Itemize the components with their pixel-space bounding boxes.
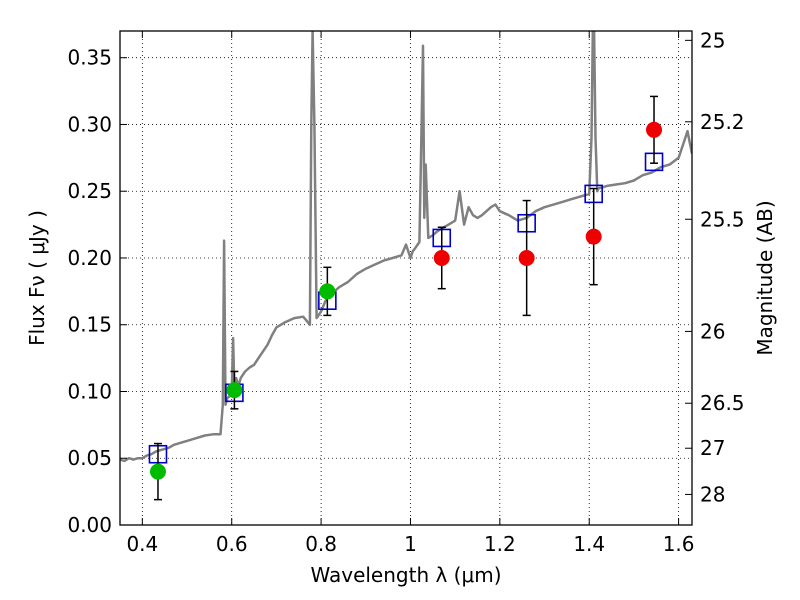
optical-point — [149, 463, 166, 480]
x-tick-label: 1.2 — [484, 532, 516, 556]
right-axis-tick-label: 26.5 — [700, 391, 745, 415]
spectrum-line — [120, 31, 692, 463]
right-axis-tick-label: 28 — [700, 482, 725, 506]
plot-frame — [119, 30, 693, 526]
grid-lines — [120, 31, 692, 526]
y-axis-title: Flux Fν ( μJy ) — [25, 210, 49, 346]
y-tick-label: 0.10 — [67, 379, 112, 403]
y-tick-label: 0.00 — [67, 513, 112, 537]
x-tick-label: 0.6 — [216, 532, 248, 556]
nir-point — [433, 249, 450, 266]
y-tick-label: 0.05 — [67, 446, 112, 470]
y-tick-label: 0.25 — [67, 179, 112, 203]
x-axis-title: Wavelength λ (μm) — [310, 563, 501, 587]
x-tick-label: 0.4 — [126, 532, 158, 556]
nir-point — [646, 121, 663, 138]
optical-point — [319, 283, 336, 300]
right-axis-title: Magnitude (AB) — [753, 200, 777, 355]
tick-labels: 0.4 0.6 0.8 1 1.2 1.4 1.6 0.00 0.05 0.10 0.15 0.20 0… — [67, 28, 744, 556]
data-markers — [148, 95, 664, 501]
y-tick-label: 0.30 — [67, 112, 112, 136]
right-axis-tick-label: 27 — [700, 436, 725, 460]
right-axis-tick-label: 25.2 — [700, 110, 745, 134]
optical-point — [226, 382, 243, 399]
axis-ticks — [120, 31, 692, 526]
y-tick-label: 0.20 — [67, 246, 112, 270]
x-tick-label: 1.6 — [663, 532, 695, 556]
right-axis-tick-label: 25 — [700, 28, 725, 52]
y-tick-label: 0.35 — [67, 46, 112, 70]
model-spectrum — [120, 31, 692, 463]
y-tick-label: 0.15 — [67, 313, 112, 337]
nir-point — [585, 228, 602, 245]
x-tick-label: 1.4 — [573, 532, 605, 556]
x-tick-label: 1 — [404, 532, 417, 556]
nir-point — [518, 249, 535, 266]
right-axis-tick-label: 26 — [700, 319, 725, 343]
x-tick-label: 0.8 — [305, 532, 337, 556]
right-axis-tick-label: 25.5 — [700, 207, 745, 231]
